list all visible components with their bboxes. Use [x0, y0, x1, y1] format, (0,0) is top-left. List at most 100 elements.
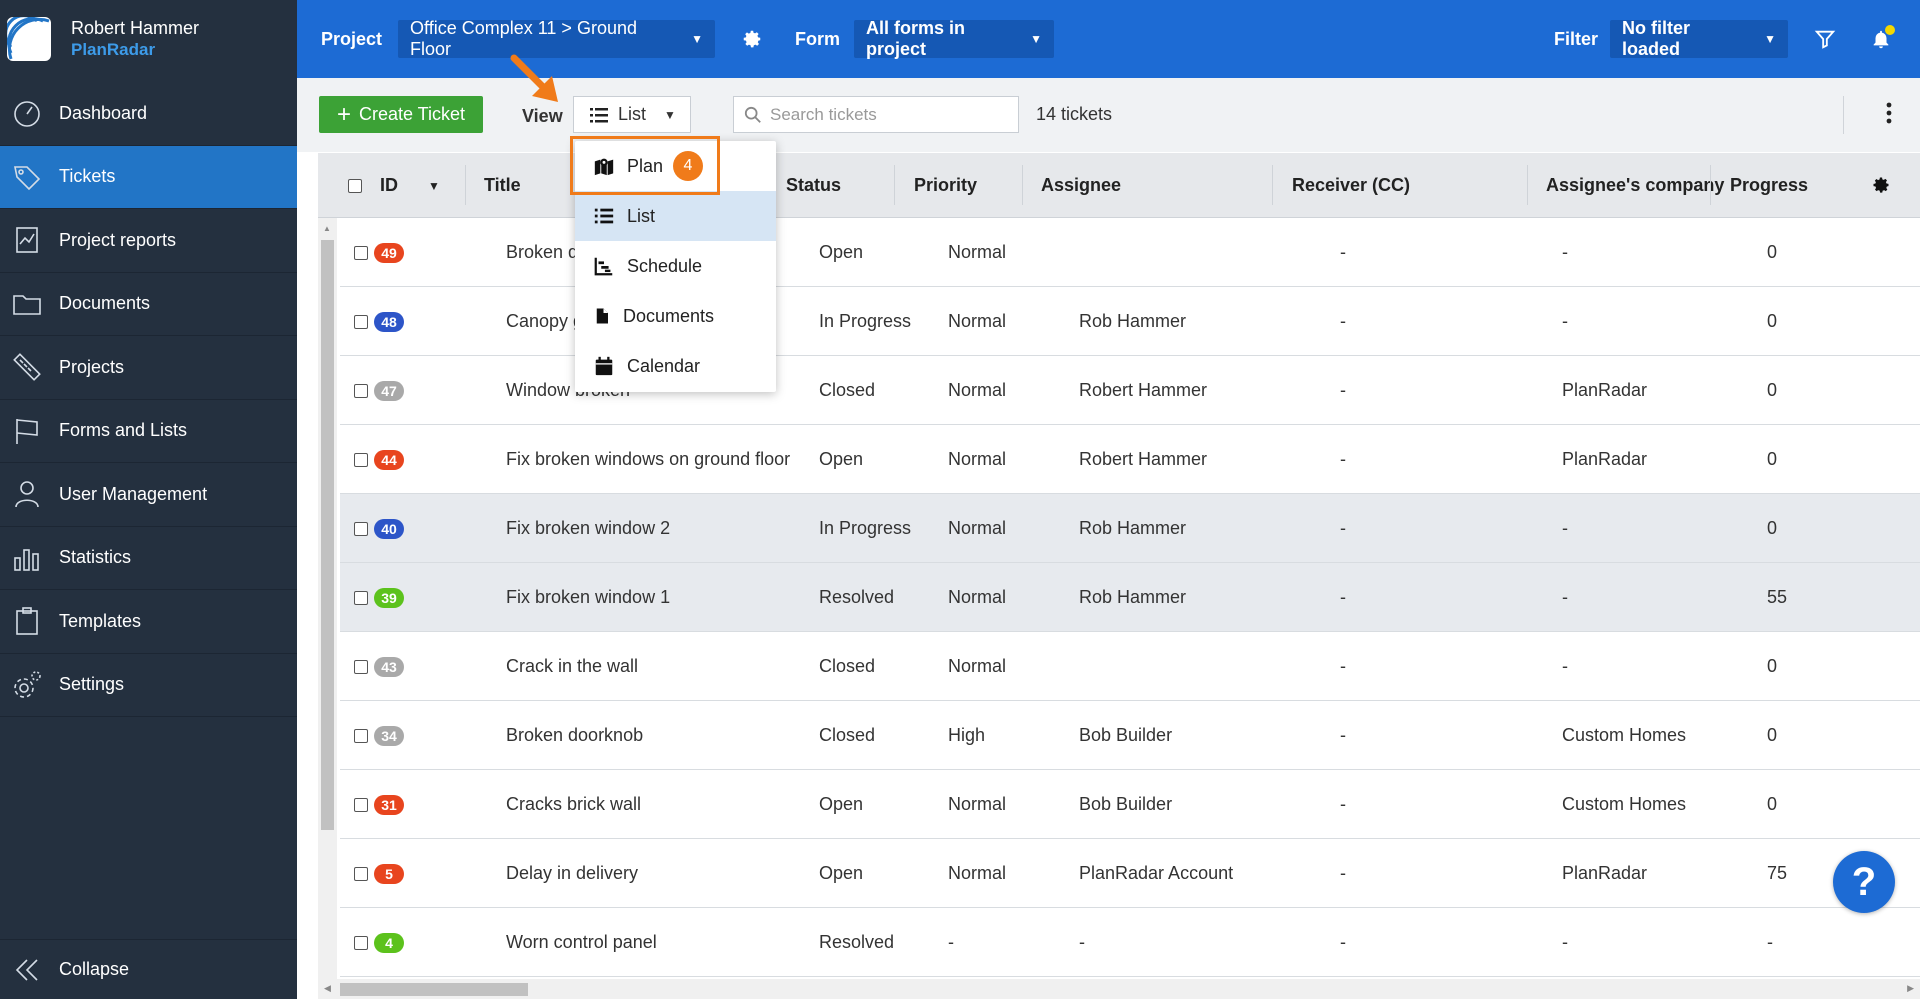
ticket-status: Resolved	[819, 932, 895, 952]
table-row[interactable]: 4 Worn control panel Resolved - - - - -	[340, 908, 1920, 977]
column-header-receiver[interactable]: Receiver (CC)	[1292, 175, 1411, 195]
column-header-status[interactable]: Status	[786, 175, 842, 195]
view-select[interactable]: List ▼	[573, 96, 691, 133]
select-all-checkbox[interactable]	[348, 153, 362, 218]
create-ticket-label: Create Ticket	[358, 104, 466, 124]
filter-select[interactable]: No filter loaded ▼	[1610, 18, 1788, 59]
row-checkbox-cell[interactable]	[354, 425, 374, 494]
row-checkbox-cell[interactable]	[354, 908, 374, 977]
row-checkbox[interactable]	[354, 383, 368, 398]
ticket-id: 47	[374, 356, 404, 425]
more-options-icon[interactable]	[1886, 102, 1892, 124]
table-row[interactable]: 39 Fix broken window 1 Resolved Normal Rob H…	[340, 563, 1920, 632]
table-row[interactable]: 31 Cracks brick wall Open Normal Bob Builder…	[340, 770, 1920, 839]
row-checkbox-cell[interactable]	[354, 287, 374, 356]
notification-bell-icon[interactable]	[1870, 25, 1895, 51]
column-header-assignee[interactable]: Assignee	[1041, 175, 1122, 195]
view-menu-item-list[interactable]: List	[575, 191, 776, 241]
user-profile[interactable]: Robert Hammer PlanRadar	[0, 0, 297, 77]
row-checkbox-cell[interactable]	[354, 770, 374, 839]
sidebar-item-user-management[interactable]: User Management	[0, 463, 297, 527]
column-header-title[interactable]: Title	[484, 175, 521, 195]
collapse-button[interactable]: Collapse	[0, 939, 297, 999]
ticket-id: 44	[374, 425, 404, 494]
form-select[interactable]: All forms in project ▼	[854, 18, 1055, 59]
view-menu-item-documents[interactable]: Documents	[575, 291, 776, 341]
view-menu-item-calendar[interactable]: Calendar	[575, 341, 776, 391]
notification-dot	[1885, 25, 1895, 35]
scroll-right-arrow-icon[interactable]: ▶	[1907, 983, 1914, 993]
ticket-id: 49	[374, 218, 404, 287]
ticket-progress: 0	[1767, 380, 1778, 400]
row-checkbox-cell[interactable]	[354, 494, 374, 563]
help-button[interactable]: ?	[1833, 851, 1895, 913]
column-header-progress[interactable]: Progress	[1730, 175, 1809, 195]
scroll-up-arrow-icon[interactable]: ▲	[323, 224, 331, 233]
sidebar-item-label: Statistics	[59, 547, 132, 568]
row-checkbox-cell[interactable]	[354, 356, 374, 425]
table-row[interactable]: 40 Fix broken window 2 In Progress Normal Ro…	[340, 494, 1920, 563]
ticket-id-badge: 39	[374, 587, 404, 608]
row-checkbox-cell[interactable]	[354, 563, 374, 632]
sidebar-item-projects[interactable]: Projects	[0, 336, 297, 400]
ticket-count: 14 tickets	[1036, 104, 1113, 124]
project-select[interactable]: Office Complex 11 > Ground Floor ▼	[398, 18, 716, 59]
sidebar-item-settings[interactable]: Settings	[0, 654, 297, 717]
table-row[interactable]: 5 Delay in delivery Open Normal PlanRadar Ac…	[340, 839, 1920, 908]
column-header-priority[interactable]: Priority	[914, 175, 978, 195]
ticket-id: 40	[374, 494, 404, 563]
ticket-id-badge: 44	[374, 449, 404, 470]
view-menu-item-schedule[interactable]: Schedule	[575, 241, 776, 291]
table-row[interactable]: 34 Broken doorknob Closed High Bob Builder - C…	[340, 701, 1920, 770]
horizontal-scrollbar[interactable]: ◀ ▶	[318, 979, 1920, 999]
gear-icon[interactable]	[741, 28, 763, 50]
row-checkbox[interactable]	[354, 935, 368, 950]
row-checkbox[interactable]	[354, 590, 368, 605]
view-dropdown-menu: Plan List Schedule Documents Calendar	[575, 141, 776, 392]
view-menu-label: List	[627, 205, 656, 226]
sort-caret-icon[interactable]: ▼	[428, 178, 440, 193]
row-checkbox-cell[interactable]	[354, 839, 374, 908]
filter-icon[interactable]	[1814, 28, 1836, 50]
row-checkbox-cell[interactable]	[354, 701, 374, 770]
sidebar-item-tickets[interactable]: Tickets	[0, 145, 297, 209]
table-row[interactable]: 43 Crack in the wall Closed Normal - - 0	[340, 632, 1920, 701]
horizontal-scroll-thumb[interactable]	[340, 983, 528, 996]
sidebar-item-templates[interactable]: Templates	[0, 590, 297, 654]
row-checkbox-cell[interactable]	[354, 632, 374, 701]
row-checkbox-cell[interactable]	[354, 218, 374, 287]
form-label: Form	[795, 28, 841, 49]
sidebar-item-project-reports[interactable]: Project reports	[0, 209, 297, 273]
row-checkbox[interactable]	[354, 866, 368, 881]
row-checkbox[interactable]	[354, 728, 368, 743]
ticket-status: Open	[819, 449, 864, 469]
ticket-receiver: -	[1340, 587, 1346, 607]
ticket-priority: Normal	[948, 794, 1007, 814]
column-header-id[interactable]: ID ▼	[380, 175, 440, 195]
row-checkbox[interactable]	[354, 314, 368, 329]
tickets-table: ID ▼ Title Status Priority Assignee Recei…	[318, 153, 1920, 999]
vertical-scroll-thumb[interactable]	[321, 240, 334, 830]
sidebar-item-dashboard[interactable]: Dashboard	[0, 82, 297, 146]
row-checkbox[interactable]	[354, 797, 368, 812]
table-row[interactable]: 44 Fix broken windows on ground floor Open…	[340, 425, 1920, 494]
column-header-assignees-company[interactable]: Assignee's company	[1546, 175, 1725, 195]
vertical-scrollbar[interactable]: ▲	[318, 218, 337, 979]
search-input[interactable]	[770, 104, 1000, 125]
column-settings-gear-icon[interactable]	[1871, 175, 1891, 195]
row-checkbox[interactable]	[354, 521, 368, 536]
sidebar-item-label: Templates	[59, 610, 142, 631]
row-checkbox[interactable]	[354, 452, 368, 467]
sidebar-item-statistics[interactable]: Statistics	[0, 527, 297, 590]
view-menu-item-plan[interactable]: Plan	[575, 141, 776, 191]
sidebar-item-label: Forms and Lists	[59, 420, 188, 441]
row-checkbox[interactable]	[354, 659, 368, 674]
scroll-left-arrow-icon[interactable]: ◀	[324, 983, 331, 993]
sidebar-item-forms-and-lists[interactable]: Forms and Lists	[0, 400, 297, 463]
sidebar-item-documents[interactable]: Documents	[0, 273, 297, 336]
create-ticket-button[interactable]: + Create Ticket	[319, 96, 483, 133]
row-checkbox[interactable]	[354, 245, 368, 260]
ticket-id: 31	[374, 770, 404, 839]
ticket-title: Fix broken window 1	[506, 587, 671, 607]
sidebar-item-label: Project reports	[59, 229, 177, 250]
